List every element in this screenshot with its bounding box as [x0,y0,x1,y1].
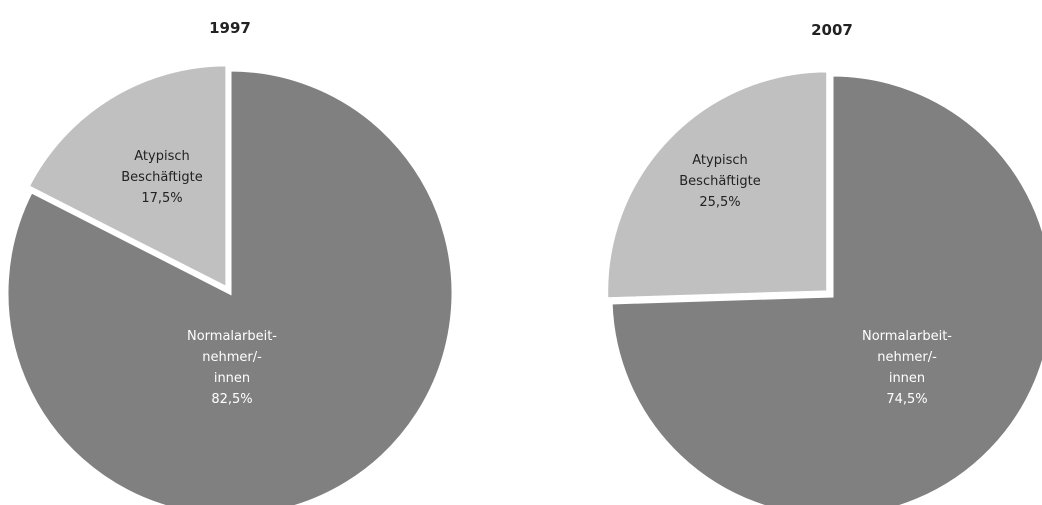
chart-title-2007: 2007 [811,21,853,39]
slice-category-label: Beschäftigte [121,170,202,185]
chart-title-1997: 1997 [209,19,251,37]
slice-value-label: 82,5% [211,392,252,407]
slice-label-atypical: Atypisch Beschäftigte 17,5% [121,149,202,206]
slice-category-label: nehmer/- [202,350,262,365]
slice-label-atypical: Atypisch Beschäftigte 25,5% [679,153,760,210]
slice-value-label: 25,5% [699,195,740,210]
slice-category-label: nehmer/- [877,350,937,365]
slice-category-label: Atypisch [134,149,189,164]
slice-value-label: 74,5% [886,392,927,407]
pie-slice-normal [609,73,1042,505]
pie-slice-normal [5,68,455,505]
pie-slice-atypical [26,63,229,291]
slice-category-label: innen [214,371,250,386]
pie-slice-atypical [605,69,830,301]
slice-category-label: Atypisch [692,153,747,168]
pie-chart-1997: 1997 Normalarbeit-nehmer/- innen 82,5% Atyp… [5,19,455,505]
slice-category-label: Normalarbeit- [862,329,952,344]
slice-category-label: Normalarbeit- [187,329,277,344]
slice-label-normal: Normalarbeit-nehmer/- innen 82,5% [187,329,277,407]
slice-category-label: innen [889,371,925,386]
slice-label-normal: Normalarbeit-nehmer/- innen 74,5% [862,329,952,407]
slice-value-label: 17,5% [141,191,182,206]
slice-category-label: Beschäftigte [679,174,760,189]
pie-chart-2007: 2007 Normalarbeit-nehmer/- innen 74,5% Atyp… [605,21,1042,505]
